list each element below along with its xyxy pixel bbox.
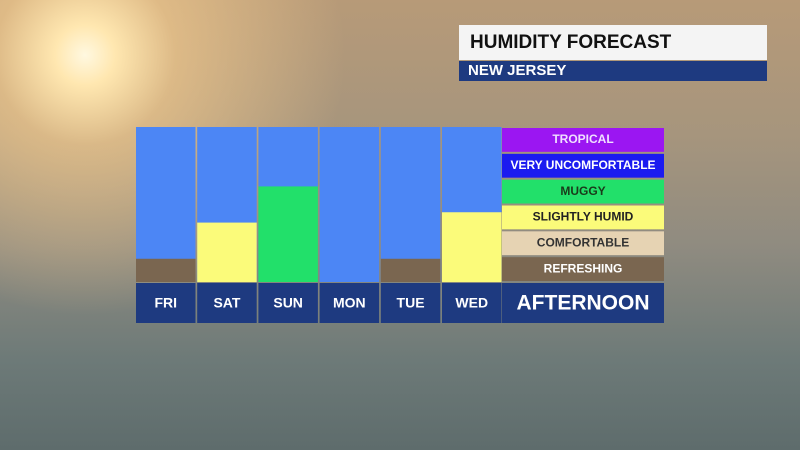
bar [136, 258, 196, 282]
bar [197, 222, 257, 282]
day-box [136, 283, 196, 323]
x-tick-label: WED [455, 295, 488, 311]
day-box [442, 283, 502, 323]
chart-subtitle: NEW JERSEY [468, 62, 566, 79]
bar [442, 212, 502, 282]
legend-label: COMFORTABLE [537, 235, 629, 249]
day-box [197, 283, 257, 323]
period-label: AFTERNOON [517, 292, 650, 315]
column-bg [380, 127, 441, 282]
x-tick-label: SUN [273, 295, 303, 311]
subtitle-box [459, 61, 767, 81]
legend-label: REFRESHING [544, 261, 623, 275]
day-box [258, 283, 318, 323]
legend-swatch [502, 179, 664, 204]
legend-label: VERY UNCOMFORTABLE [510, 158, 655, 172]
bar [258, 186, 318, 282]
day-box [380, 283, 441, 323]
x-tick-label: MON [333, 295, 366, 311]
legend-swatch [502, 128, 664, 152]
legend-label: SLIGHTLY HUMID [533, 210, 634, 224]
x-tick-label: SAT [213, 295, 240, 311]
legend-label: MUGGY [560, 184, 605, 198]
x-tick-label: TUE [397, 295, 425, 311]
title-box [459, 25, 767, 60]
x-tick-label: FRI [154, 295, 177, 311]
legend-swatch [502, 257, 664, 281]
column-bg [136, 127, 196, 282]
day-box [319, 283, 380, 323]
legend-swatch [502, 153, 664, 178]
period-box [502, 283, 664, 323]
chart-title: HUMIDITY FORECAST [470, 32, 672, 53]
legend-swatch [502, 231, 664, 256]
legend-label: TROPICAL [552, 132, 613, 146]
legend-swatch [502, 205, 664, 230]
column-bg [319, 127, 380, 282]
bar [380, 258, 441, 282]
